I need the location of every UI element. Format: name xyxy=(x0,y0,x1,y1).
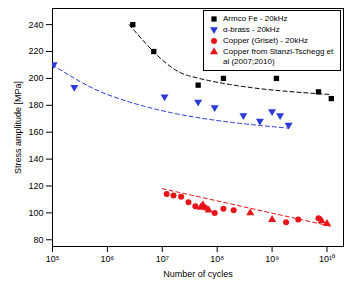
svg-text:200: 200 xyxy=(28,73,43,83)
html-text:α-brass - 20kHz: α-brass - 20kHz xyxy=(223,25,280,34)
html-text:Copper (Griset) - 20kHz: Copper (Griset) - 20kHz xyxy=(223,36,308,45)
svg-text:10⁸: 10⁸ xyxy=(210,254,224,264)
svg-text:10⁷: 10⁷ xyxy=(156,254,169,264)
html-text:Armco Fe - 20kHz: Armco Fe - 20kHz xyxy=(223,14,288,23)
svg-text:180: 180 xyxy=(28,100,43,110)
svg-text:80: 80 xyxy=(33,235,43,245)
svg-text:240: 240 xyxy=(28,20,43,30)
svg-text:120: 120 xyxy=(28,181,43,191)
html-text:Copper from Stanzl-Tschegg et: Copper from Stanzl-Tschegg et al (2007;2… xyxy=(223,47,334,66)
svg-text:10⁹: 10⁹ xyxy=(265,254,279,264)
svg-text:10⁵: 10⁵ xyxy=(46,254,60,264)
svg-text:160: 160 xyxy=(28,127,43,137)
svg-text:Number of cycles: Number of cycles xyxy=(163,269,233,279)
svg-text:140: 140 xyxy=(28,154,43,164)
svg-text:220: 220 xyxy=(28,46,43,56)
svg-text:10⁶: 10⁶ xyxy=(101,254,115,264)
svg-text:100: 100 xyxy=(28,208,43,218)
svg-text:10¹⁰: 10¹⁰ xyxy=(319,254,335,264)
svg-text:Stress amplitude [MPa]: Stress amplitude [MPa] xyxy=(13,81,23,174)
